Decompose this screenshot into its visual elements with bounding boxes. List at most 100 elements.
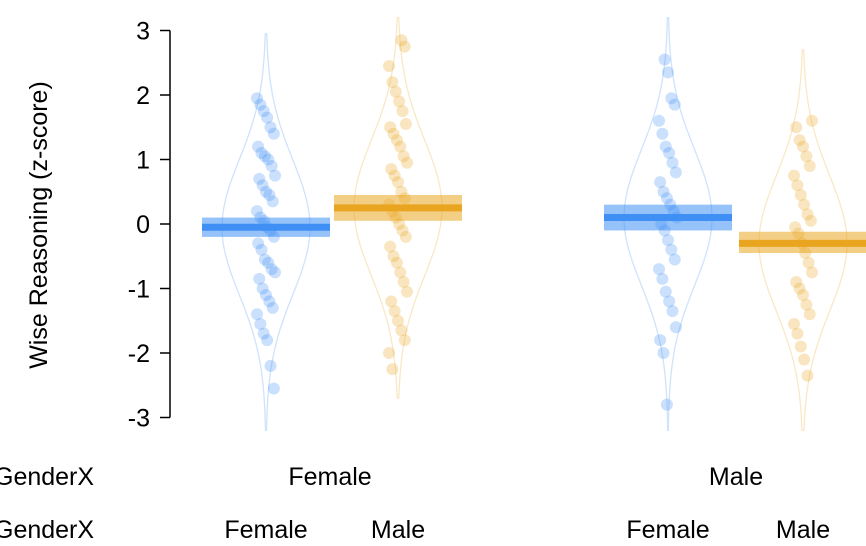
data-point: [258, 253, 271, 266]
data-point: [662, 66, 674, 79]
data-point: [267, 382, 280, 395]
data-point: [263, 188, 276, 201]
data-point: [251, 205, 263, 218]
data-point: [263, 295, 276, 308]
data-point: [392, 176, 404, 189]
data-point: [399, 230, 412, 243]
inner-label-female-female: Female: [224, 516, 307, 544]
data-point: [255, 147, 268, 160]
outer-label-male: Male: [709, 463, 763, 491]
data-point: [659, 140, 672, 153]
y-tick-label: 0: [136, 211, 150, 239]
data-point: [401, 156, 413, 169]
row-label-outer: GenderX: [0, 463, 94, 491]
data-point: [396, 105, 409, 118]
data-point: [658, 53, 671, 66]
inner-label-female-male: Male: [371, 516, 425, 544]
data-point: [264, 359, 277, 372]
data-point: [806, 266, 818, 279]
data-point: [384, 121, 397, 134]
data-point: [798, 198, 811, 211]
data-point: [794, 340, 807, 353]
data-point: [265, 159, 278, 172]
data-point: [802, 256, 815, 269]
inner-label-male-female: Female: [626, 516, 709, 544]
data-point: [789, 221, 802, 234]
data-point: [387, 127, 400, 140]
data-point: [256, 179, 269, 192]
data-point: [665, 243, 678, 256]
data-point: [668, 98, 681, 111]
mean-lines: [202, 204, 866, 247]
data-point: [794, 188, 807, 201]
inner-label-male-male: Male: [776, 516, 830, 544]
data-point: [797, 140, 809, 153]
data-point: [806, 114, 818, 127]
data-points: [251, 34, 818, 411]
data-point: [793, 282, 806, 295]
violin-female-male: [353, 16, 443, 399]
data-point: [397, 150, 410, 163]
data-point: [386, 76, 399, 89]
data-point: [788, 317, 800, 330]
y-axis: -3 -2 -1 0 1 2 3: [128, 18, 171, 433]
data-point: [398, 334, 411, 347]
data-point: [383, 59, 395, 72]
data-point: [793, 134, 806, 147]
data-point: [665, 92, 678, 105]
violin-male-male: [758, 49, 848, 432]
data-point: [666, 305, 679, 318]
data-point: [399, 118, 412, 131]
violins: [221, 16, 848, 432]
data-point: [800, 298, 813, 311]
data-point: [398, 40, 411, 53]
data-point: [385, 163, 398, 176]
data-point: [653, 114, 665, 127]
data-point: [394, 140, 407, 153]
data-point: [260, 288, 272, 301]
data-point: [267, 127, 280, 140]
y-axis-title: Wise Reasoning (z-score): [25, 81, 53, 369]
data-point: [654, 176, 667, 189]
data-point: [659, 285, 672, 298]
violin-female-female: [221, 33, 311, 432]
data-point: [251, 92, 263, 105]
data-point: [804, 214, 817, 227]
y-tick-label: -2: [128, 340, 150, 368]
data-point: [260, 185, 272, 198]
data-point: [385, 295, 398, 308]
data-point: [666, 156, 679, 169]
y-tick-label: 3: [136, 18, 150, 46]
y-tick-label: 2: [136, 82, 150, 110]
data-point: [669, 166, 682, 179]
data-point: [392, 314, 404, 327]
data-point: [252, 237, 265, 250]
data-point: [668, 253, 681, 266]
data-point: [662, 234, 674, 247]
data-point: [660, 192, 673, 205]
data-point: [257, 327, 270, 340]
data-point: [264, 121, 277, 134]
data-point: [269, 266, 281, 279]
data-point: [663, 147, 676, 160]
data-point: [252, 140, 265, 153]
data-point: [801, 369, 814, 382]
data-point: [261, 111, 274, 124]
data-point: [256, 282, 269, 295]
data-point: [251, 308, 263, 321]
data-point: [395, 324, 408, 337]
data-point: [383, 347, 395, 359]
data-point: [253, 172, 266, 185]
y-tick-label: 1: [136, 147, 150, 175]
data-point: [390, 256, 403, 269]
data-point: [788, 169, 800, 182]
data-point: [393, 218, 406, 230]
data-point: [254, 317, 267, 330]
data-point: [395, 34, 408, 47]
outer-label-female: Female: [288, 463, 371, 491]
data-point: [396, 224, 409, 237]
data-point: [388, 169, 401, 182]
data-point: [258, 150, 271, 163]
data-point: [800, 150, 813, 163]
